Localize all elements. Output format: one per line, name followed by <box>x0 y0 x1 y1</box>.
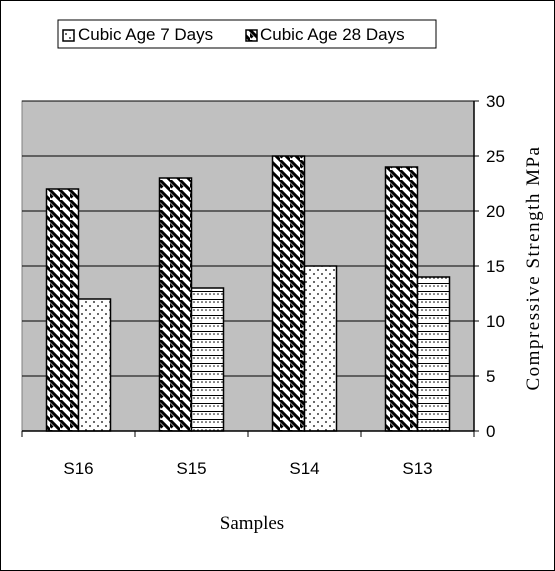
bar-28-days <box>190 287 225 432</box>
legend-label-28-days: Cubic Age 28 Days <box>260 25 405 44</box>
y-tick-label: 25 <box>486 147 505 166</box>
y-tick-label: 10 <box>486 312 505 331</box>
bar-7-days <box>384 166 419 432</box>
y-tick-label: 15 <box>486 257 505 276</box>
x-tick-label: S13 <box>402 459 432 478</box>
x-tick-label: S15 <box>176 459 206 478</box>
bar-28-days <box>303 265 338 432</box>
bars <box>45 155 451 432</box>
y-tick-label: 5 <box>486 367 495 386</box>
legend-swatch-7-days <box>62 29 75 42</box>
y-tick-label: 20 <box>486 202 505 221</box>
x-tick-label: S16 <box>63 459 93 478</box>
y-axis-title: Compressive Strength MPa <box>523 146 544 391</box>
bar-28-days <box>416 276 451 432</box>
bar-7-days <box>158 177 193 432</box>
y-tick-labels: 0 5 10 15 20 25 30 <box>486 92 505 441</box>
bar-7-days <box>271 155 306 432</box>
bar-28-days <box>77 298 112 432</box>
legend: Cubic Age 7 Days Cubic Age 28 Days <box>57 19 437 49</box>
legend-label-7-days: Cubic Age 7 Days <box>78 25 213 44</box>
bar-7-days <box>45 188 80 432</box>
legend-swatch-28-days <box>245 29 258 42</box>
y-tick-label: 0 <box>486 422 495 441</box>
x-tick-label: S14 <box>289 459 319 478</box>
x-tick-labels: S16 S15 S14 S13 <box>63 459 432 478</box>
x-axis-title: Samples <box>220 513 284 534</box>
y-tick-label: 30 <box>486 92 505 111</box>
axes <box>21 100 479 437</box>
